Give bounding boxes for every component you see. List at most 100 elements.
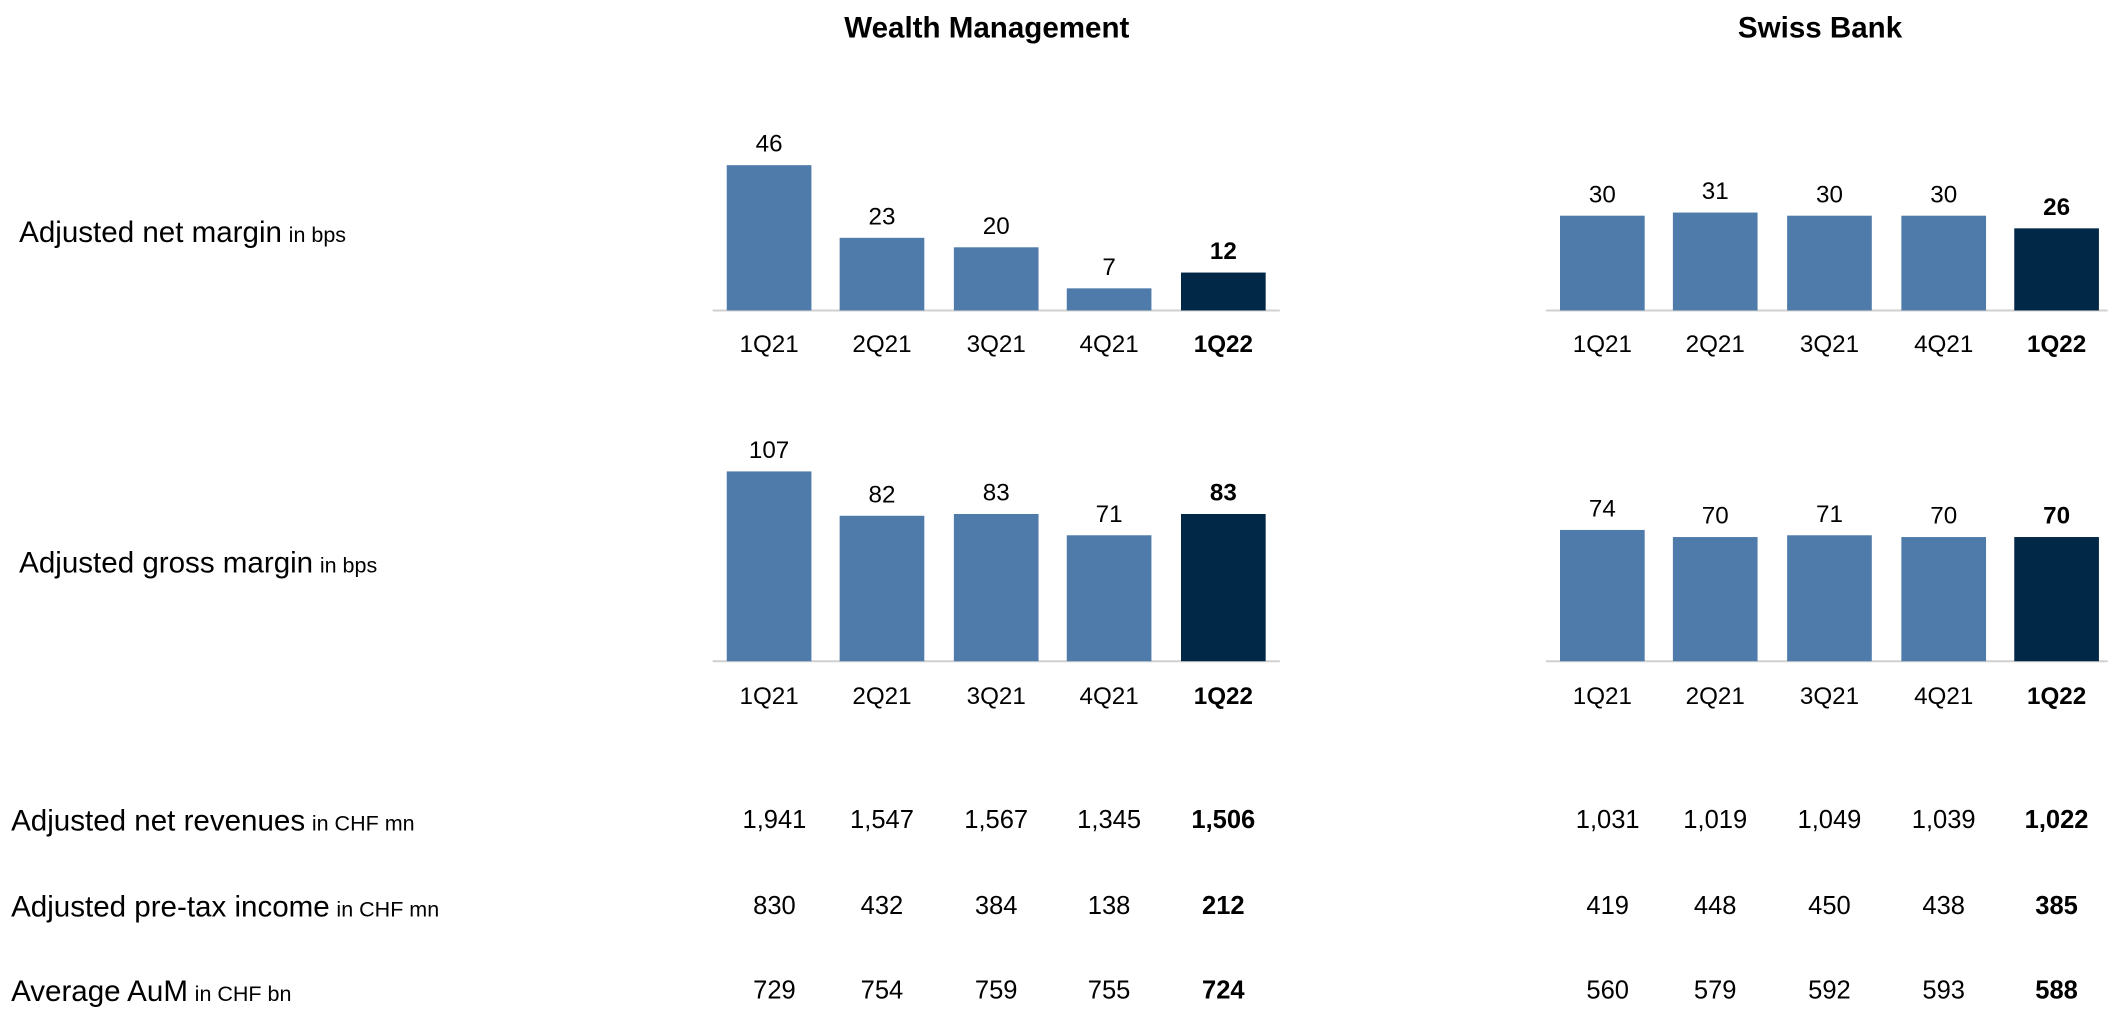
table-cell: 1,031 [1576,806,1640,834]
category-label: 3Q21 [1800,683,1859,710]
table-cell: 830 [753,892,796,920]
bar [1181,513,1266,662]
table-cell: 212 [1202,892,1245,920]
row-unit: in CHF mn [336,898,439,922]
table-cell: 729 [753,977,796,1005]
value-label: 7 [1102,254,1115,281]
category-label: 2Q21 [852,331,911,358]
category-label: 1Q22 [1194,331,1253,358]
value-label: 83 [983,480,1010,507]
row-unit: in bps [289,223,346,247]
table-cell: 1,022 [2025,806,2089,834]
row-label: Adjusted pre-tax income in CHF mn [11,891,439,924]
category-label: 1Q22 [2027,331,2086,358]
table-cell: 1,506 [1191,806,1255,834]
value-label: 12 [1210,238,1237,265]
value-label: 30 [1930,181,1957,208]
row-label: Adjusted net revenues in CHF mn [11,805,414,838]
bar [1672,537,1758,662]
row-label: Adjusted net margin in bps [19,216,346,249]
panel-title: Swiss Bank [1738,12,1903,45]
value-label: 31 [1702,178,1729,205]
value-label: 83 [1210,480,1237,507]
bar [1787,535,1872,662]
row-label-text: Adjusted gross margin [19,547,313,580]
table-cell: 1,039 [1912,806,1976,834]
value-label: 82 [869,481,896,508]
bar [726,471,812,662]
table-cell: 384 [975,892,1018,920]
category-label: 2Q21 [1686,331,1745,358]
category-label: 1Q22 [2027,683,2086,710]
table-cell: 759 [975,977,1018,1005]
bar [1560,215,1645,311]
table-cell: 593 [1922,977,1965,1005]
bar [1787,215,1872,311]
table-cell: 588 [2035,977,2078,1005]
table-cell: 754 [861,977,904,1005]
row-label: Adjusted gross margin in bps [19,547,377,580]
bar [1560,529,1645,662]
table-cell: 138 [1088,892,1131,920]
value-label: 74 [1589,496,1616,523]
value-label: 20 [983,213,1010,240]
category-label: 1Q21 [1573,331,1632,358]
bar [1901,537,1987,662]
value-label: 70 [1930,503,1957,530]
category-label: 3Q21 [967,331,1026,358]
table-cell: 1,049 [1798,806,1862,834]
row-label-text: Adjusted pre-tax income [11,891,330,924]
category-label: 4Q21 [1080,331,1139,358]
value-label: 107 [749,437,789,464]
bar [2014,228,2099,311]
category-label: 4Q21 [1080,683,1139,710]
bar [953,513,1039,662]
bar [1066,535,1152,662]
category-label: 3Q21 [967,683,1026,710]
row-label-text: Adjusted net revenues [11,805,305,838]
bar [839,515,925,662]
value-label: 23 [869,203,896,230]
value-label: 71 [1816,501,1843,528]
category-label: 1Q21 [1573,683,1632,710]
category-label: 3Q21 [1800,331,1859,358]
value-label: 26 [2043,194,2070,221]
category-label: 1Q21 [739,331,798,358]
table-cell: 385 [2035,892,2078,920]
value-label: 30 [1589,181,1616,208]
table-cell: 1,345 [1077,806,1141,834]
bar [2014,537,2099,662]
bar [953,247,1039,311]
bar [1672,212,1758,311]
category-label: 4Q21 [1914,331,1973,358]
row-unit: in CHF mn [312,812,415,836]
value-label: 46 [756,131,783,158]
table-cell: 448 [1694,892,1737,920]
value-label: 70 [2043,503,2070,530]
bar [1066,288,1152,311]
category-label: 1Q22 [1194,683,1253,710]
row-label-text: Adjusted net margin [19,216,282,249]
table-cell: 432 [861,892,904,920]
bar [726,165,812,311]
table-cell: 419 [1586,892,1629,920]
table-cell: 724 [1202,977,1245,1005]
value-label: 70 [1702,503,1729,530]
table-cell: 592 [1808,977,1851,1005]
table-cell: 1,019 [1683,806,1747,834]
panel-title: Wealth Management [844,12,1129,45]
bar [1901,215,1987,311]
category-label: 2Q21 [852,683,911,710]
category-label: 1Q21 [739,683,798,710]
row-unit: in CHF bn [195,982,292,1006]
value-label: 71 [1096,501,1123,528]
category-label: 2Q21 [1686,683,1745,710]
table-cell: 1,941 [743,806,807,834]
table-cell: 438 [1922,892,1965,920]
table-cell: 1,567 [964,806,1028,834]
table-cell: 755 [1088,977,1131,1005]
row-label-text: Average AuM [11,975,188,1008]
table-cell: 1,547 [850,806,914,834]
table-cell: 579 [1694,977,1737,1005]
